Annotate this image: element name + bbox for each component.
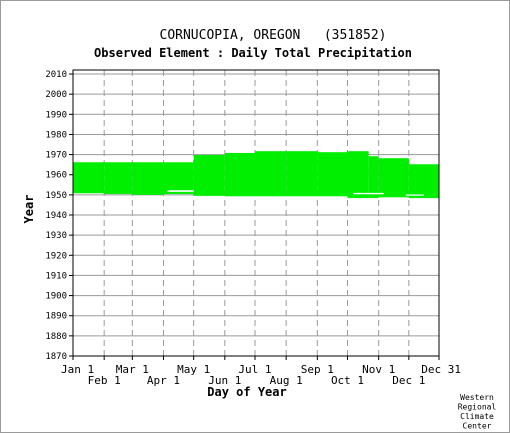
chart-title: CORNUCOPIA, OREGON (351852) — [160, 28, 387, 43]
credit-line: Climate — [460, 412, 494, 421]
y-tick-label: 1930 — [45, 231, 67, 241]
x-tick-label: May 1 — [177, 363, 210, 376]
data-coverage-block — [193, 154, 225, 196]
data-coverage-block — [132, 162, 164, 195]
y-tick-label: 1900 — [45, 292, 67, 302]
credit-line: Western — [460, 393, 494, 402]
data-coverage-block — [73, 162, 105, 194]
x-tick-label: Sep 1 — [301, 363, 334, 376]
y-tick-label: 2000 — [45, 90, 67, 100]
data-coverage-block — [224, 152, 255, 197]
y-tick-label: 1950 — [45, 191, 67, 201]
y-tick-label: 1910 — [45, 271, 67, 281]
y-tick-label: 1920 — [45, 251, 67, 261]
x-tick-label: Nov 1 — [362, 363, 395, 376]
data-coverage-layer — [73, 151, 439, 199]
data-coverage-block — [286, 151, 318, 197]
y-tick-label: 1960 — [45, 171, 67, 181]
y-tick-label: 1880 — [45, 332, 67, 342]
data-coverage-block — [317, 152, 348, 197]
credit-line: Center — [463, 422, 492, 431]
plot-border — [72, 69, 440, 357]
y-tick-label: 2010 — [45, 70, 67, 80]
grid-lines — [73, 70, 439, 357]
credit-line: Regional — [458, 403, 497, 412]
y-tick-label: 1940 — [45, 211, 67, 221]
x-tick-label: Dec 31 — [421, 363, 461, 376]
data-coverage-block — [347, 151, 369, 199]
x-tick-label: Apr 1 — [147, 374, 180, 387]
x-tick-label: Mar 1 — [116, 363, 149, 376]
y-tick-label: 1870 — [45, 352, 67, 362]
x-axis-label: Day of Year — [207, 385, 286, 399]
data-coverage-block — [254, 151, 287, 197]
x-tick-label: Oct 1 — [331, 374, 364, 387]
chart-subtitle: Observed Element : Daily Total Precipita… — [94, 46, 412, 60]
y-axis-label: Year — [22, 195, 36, 224]
missing-data-gap — [405, 194, 424, 196]
data-coverage-block — [368, 156, 379, 199]
x-tick-label: Jul 1 — [238, 363, 271, 376]
y-tick-label: 1980 — [45, 130, 67, 140]
x-tick-label: Feb 1 — [88, 374, 121, 387]
y-tick-label: 1970 — [45, 151, 67, 161]
y-tick-label: 1990 — [45, 110, 67, 120]
data-coverage-block — [104, 162, 133, 195]
data-coverage-block — [408, 164, 439, 199]
missing-data-gap — [353, 192, 384, 195]
y-tick-labels: 1870 1880 1890 1900 1910 1920 1930 1940 1950 1960… — [45, 70, 67, 362]
x-tick-label: Jun 1 — [208, 374, 241, 387]
data-coverage-block — [163, 162, 194, 195]
missing-data-gap — [167, 190, 194, 192]
x-tick-labels: Jan 1 Mar 1 May 1 Jul 1 Sep 1 Nov 1 Dec 31 Feb … — [61, 363, 461, 387]
data-coverage-block — [378, 158, 409, 198]
tick-marks — [69, 73, 440, 360]
x-tick-label: Jan 1 — [61, 363, 94, 376]
y-tick-label: 1890 — [45, 312, 67, 322]
x-tick-label: Dec 1 — [392, 374, 425, 387]
x-tick-label: Aug 1 — [270, 374, 303, 387]
